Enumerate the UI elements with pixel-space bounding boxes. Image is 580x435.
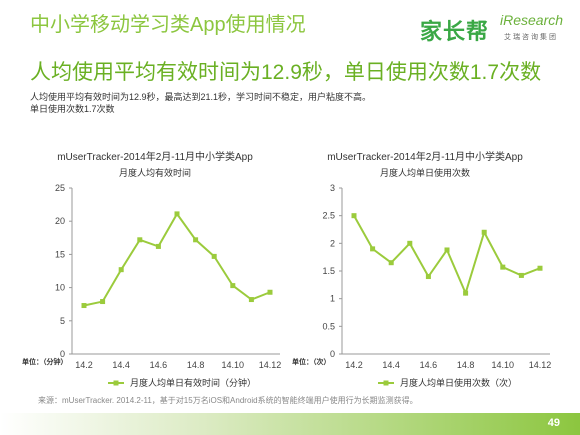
chart-subtitle: 月度人均有效时间	[119, 167, 191, 178]
data-point	[248, 297, 254, 303]
data-point	[537, 265, 543, 271]
data-point	[155, 243, 161, 249]
unit-label: 单位：（次）	[292, 357, 331, 366]
data-point	[425, 274, 431, 280]
data-point	[193, 237, 199, 243]
data-point	[351, 213, 357, 219]
iresearch-logo-subtitle: 艾瑞咨询集团	[504, 34, 558, 41]
y-tick-label: 2.5	[322, 211, 335, 221]
x-tick-label: 14.8	[187, 360, 205, 370]
y-tick-label: 2	[330, 238, 335, 248]
chart-daily-usage: mUserTracker-2014年2月-11月中小学类App 月度人均单日使用次…	[292, 150, 552, 388]
x-tick-label: 14.6	[150, 360, 168, 370]
series-line	[83, 212, 271, 307]
data-point	[500, 264, 506, 270]
description: 人均使用平均有效时间为12.9秒，最高达到21.1秒，学习时间不稳定，用户粘度不…	[30, 91, 371, 115]
x-tick-label: 14.12	[529, 360, 552, 370]
data-point	[481, 229, 487, 235]
x-tick-label: 14.2	[75, 360, 93, 370]
legend-marker	[383, 380, 389, 386]
x-tick-label: 14.4	[382, 360, 400, 370]
chart-title: mUserTracker-2014年2月-11月中小学类App	[327, 150, 523, 163]
legend-label: 月度人均单日有效时间（分钟）	[130, 377, 256, 388]
data-point	[518, 272, 524, 278]
data-point	[407, 240, 413, 246]
page-title: 中小学移动学习类App使用情况	[30, 14, 306, 36]
x-tick-label: 14.10	[222, 360, 245, 370]
chart-subtitle: 月度人均单日使用次数	[380, 167, 470, 178]
x-tick-label: 14.4	[112, 360, 130, 370]
x-tick-label: 14.10	[492, 360, 515, 370]
chart-title: mUserTracker-2014年2月-11月中小学类App	[57, 150, 253, 163]
page-number: 49	[547, 417, 560, 429]
page-subtitle: 人均使用平均有效时间为12.9秒，单日使用次数1.7次数	[30, 61, 542, 84]
legend-marker	[113, 380, 119, 386]
unit-label: 单位：（分钟）	[22, 357, 68, 366]
x-tick-label: 14.12	[259, 360, 282, 370]
data-point	[463, 290, 469, 296]
data-point	[444, 247, 450, 253]
footer-bar	[0, 413, 580, 435]
y-tick-label: 15	[55, 249, 65, 259]
y-tick-label: 0	[330, 349, 335, 359]
chart-avg-time: mUserTracker-2014年2月-11月中小学类App 月度人均有效时间 0…	[22, 150, 282, 388]
data-point	[230, 283, 236, 289]
y-tick-label: 25	[55, 183, 65, 193]
data-point	[137, 237, 143, 243]
y-tick-label: 5	[60, 316, 65, 326]
series-line	[353, 215, 541, 297]
data-point	[118, 267, 124, 273]
y-tick-label: 10	[55, 283, 65, 293]
description-line-1: 人均使用平均有效时间为12.9秒，最高达到21.1秒，学习时间不稳定，用户粘度不…	[30, 92, 372, 102]
y-tick-label: 3	[330, 183, 335, 193]
jiazhangbang-logo: 家长帮	[420, 19, 490, 44]
y-tick-label: 20	[55, 216, 65, 226]
y-tick-label: 0.5	[322, 321, 335, 331]
iresearch-logo: iResearch	[500, 12, 564, 28]
y-tick-label: 1.5	[322, 266, 335, 276]
x-tick-label: 14.6	[420, 360, 438, 370]
data-point	[100, 299, 106, 305]
data-point	[388, 260, 394, 266]
data-point	[267, 289, 273, 295]
source-note: 来源：mUserTracker. 2014.2-11，基于对15万名iOS和An…	[38, 396, 418, 405]
y-tick-label: 1	[330, 294, 335, 304]
data-point	[81, 303, 87, 309]
data-point	[370, 246, 376, 252]
x-tick-label: 14.8	[457, 360, 475, 370]
data-point	[174, 211, 180, 217]
x-tick-label: 14.2	[345, 360, 363, 370]
y-tick-label: 0	[60, 349, 65, 359]
description-line-2: 单日使用次数1.7次数	[30, 104, 115, 114]
legend-label: 月度人均单日使用次数（次）	[400, 377, 517, 388]
data-point	[211, 253, 217, 259]
